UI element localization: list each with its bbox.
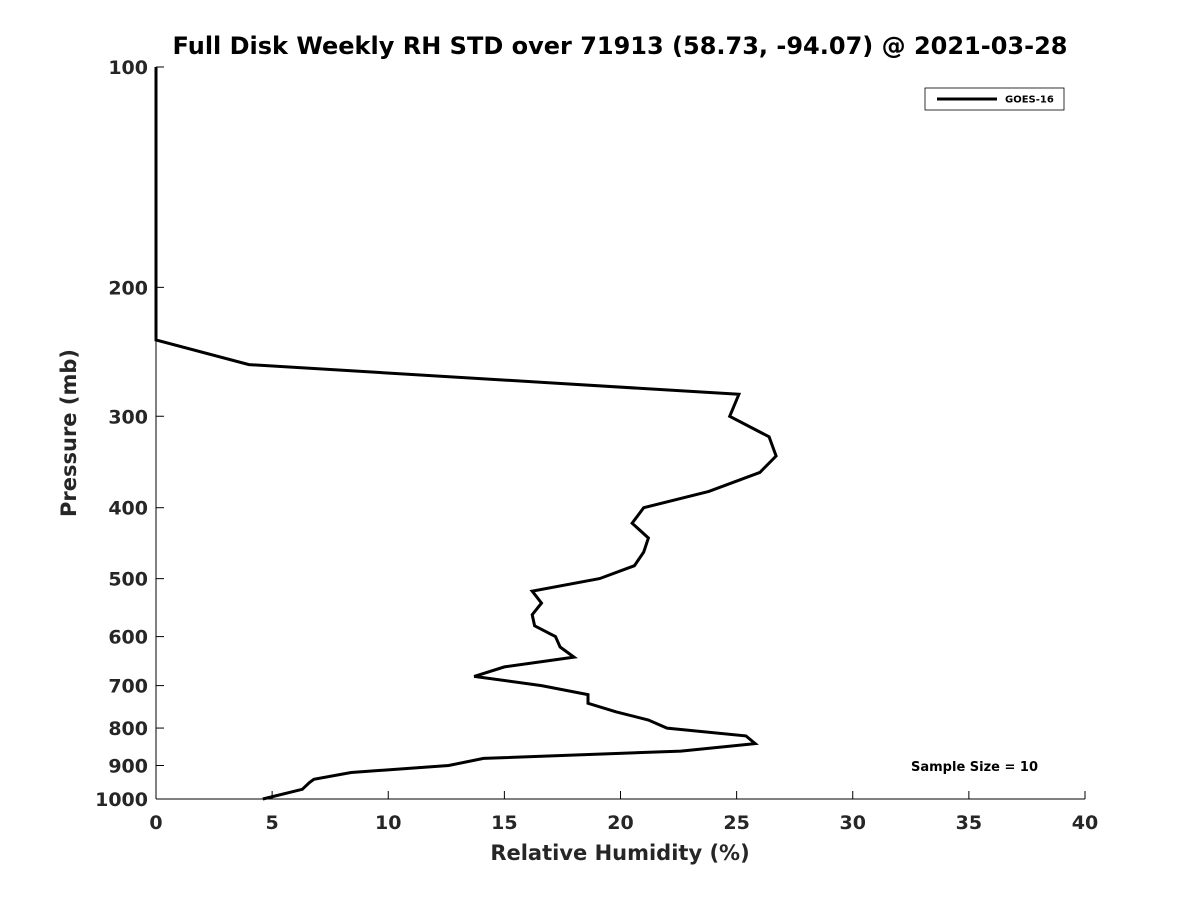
y-tick-label: 300 — [108, 406, 148, 428]
legend-label-goes-16: GOES-16 — [1005, 95, 1054, 106]
y-tick-label: 100 — [108, 57, 148, 79]
chart-title: Full Disk Weekly RH STD over 71913 (58.7… — [173, 32, 1068, 60]
plot-area — [155, 67, 1085, 800]
x-tick-label: 25 — [723, 812, 749, 834]
x-axis-label: Relative Humidity (%) — [490, 841, 749, 865]
x-tick-label: 10 — [375, 812, 401, 834]
series-layer — [154, 67, 778, 801]
x-tick-label: 20 — [607, 812, 633, 834]
y-tick-label: 900 — [108, 756, 148, 778]
legend: GOES-16 — [924, 87, 1065, 111]
x-tick-label: 15 — [491, 812, 517, 834]
y-axis-label: Pressure (mb) — [57, 349, 81, 517]
y-tick-label: 600 — [108, 627, 148, 649]
y-axis-ticks: 100 200 300 400 500 600 700 800 900 1000 — [95, 57, 164, 811]
y-tick-label: 800 — [108, 718, 148, 740]
y-tick-label: 1000 — [95, 789, 148, 811]
y-tick-label: 200 — [108, 277, 148, 299]
y-tick-label: 400 — [108, 498, 148, 520]
series-line-goes-16 — [154, 67, 778, 801]
sample-size-annotation: Sample Size = 10 — [911, 760, 1038, 775]
x-axis-ticks: 0 5 10 15 20 25 30 35 40 — [149, 791, 1098, 834]
x-tick-label: 35 — [956, 812, 982, 834]
x-tick-label: 5 — [266, 812, 279, 834]
x-tick-label: 0 — [149, 812, 162, 834]
y-tick-label: 500 — [108, 569, 148, 591]
x-tick-label: 40 — [1072, 812, 1098, 834]
y-tick-label: 700 — [108, 676, 148, 698]
x-tick-label: 30 — [840, 812, 866, 834]
